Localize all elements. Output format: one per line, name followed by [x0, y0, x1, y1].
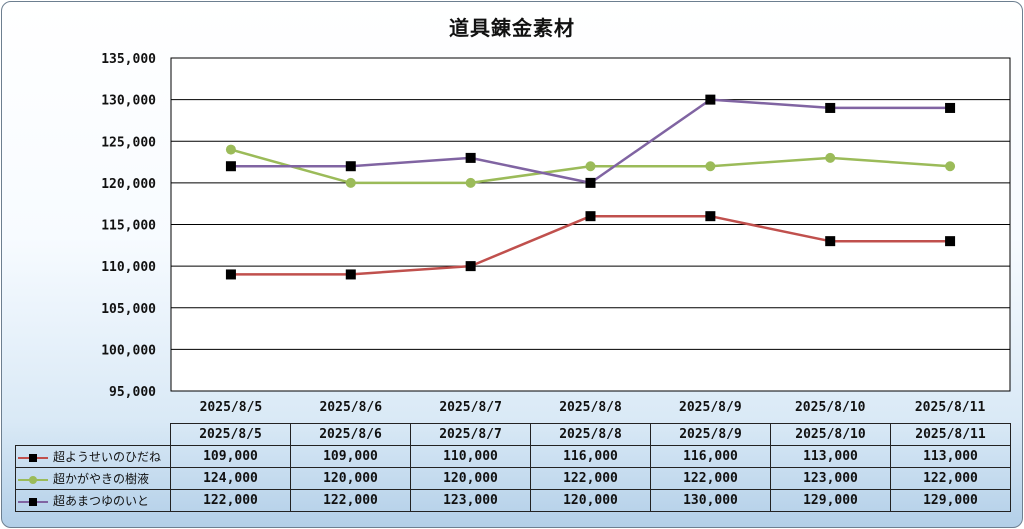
table-column-header: 2025/8/11 — [890, 423, 1011, 446]
y-tick-label: 95,000 — [109, 385, 156, 400]
table-cell: 113,000 — [770, 445, 891, 468]
table-row: 超あまつゆのいと 122,000 122,000 123,000 120,000 130,… — [15, 489, 1011, 512]
data-point — [945, 102, 956, 113]
data-point — [225, 144, 236, 155]
x-tick-label: 2025/8/6 — [319, 400, 382, 415]
table-cell: 130,000 — [650, 489, 771, 512]
data-point — [705, 161, 716, 172]
y-tick-label: 135,000 — [101, 52, 156, 67]
data-point — [585, 177, 596, 188]
data-point — [465, 177, 476, 188]
table-cell: 129,000 — [890, 489, 1011, 512]
x-tick-label: 2025/8/5 — [200, 400, 263, 415]
table-cell: 123,000 — [770, 467, 891, 490]
data-point — [825, 236, 836, 247]
y-tick-label: 120,000 — [101, 177, 156, 192]
table-cell: 113,000 — [890, 445, 1011, 468]
data-point — [705, 211, 716, 222]
table-cell: 109,000 — [290, 445, 411, 468]
data-point — [465, 152, 476, 163]
table-column-header: 2025/8/6 — [290, 423, 411, 446]
table-cell: 122,000 — [170, 489, 291, 512]
series-name: 超あまつゆのいと — [53, 494, 150, 508]
table-column-header: 2025/8/9 — [650, 423, 771, 446]
y-tick-label: 115,000 — [101, 219, 156, 234]
table-cell: 116,000 — [530, 445, 651, 468]
data-point — [345, 269, 356, 280]
table-header-row: 2025/8/5 2025/8/6 2025/8/7 2025/8/8 2025/8/9… — [15, 423, 1011, 446]
line-chart: 95,000 100,000 105,000 110,000 115,000 120,00… — [101, 52, 1011, 415]
table-column-header: 2025/8/7 — [410, 423, 531, 446]
legend-key-icon — [16, 497, 50, 507]
table-row: 超ようせいのひだね 109,000 109,000 110,000 116,000 116… — [15, 445, 1011, 468]
data-point — [345, 161, 356, 172]
x-tick-label: 2025/8/9 — [679, 400, 742, 415]
data-point — [585, 161, 596, 172]
series-name: 超ようせいのひだね — [53, 450, 162, 464]
data-table: 2025/8/5 2025/8/6 2025/8/7 2025/8/8 2025/8/9… — [15, 423, 1011, 512]
y-tick-label: 100,000 — [101, 343, 156, 358]
table-cell: 129,000 — [770, 489, 891, 512]
table-cell: 122,000 — [650, 467, 771, 490]
table-column-header: 2025/8/8 — [530, 423, 651, 446]
data-point — [465, 261, 476, 272]
series-legend-cell: 超あまつゆのいと — [15, 489, 171, 512]
y-tick-label: 130,000 — [101, 94, 156, 109]
table-cell: 122,000 — [290, 489, 411, 512]
data-point — [225, 269, 236, 280]
table-cell: 123,000 — [410, 489, 531, 512]
table-cell: 120,000 — [410, 467, 531, 490]
table-cell: 122,000 — [890, 467, 1011, 490]
table-cell: 120,000 — [530, 489, 651, 512]
x-tick-label: 2025/8/11 — [915, 400, 986, 415]
data-point — [945, 161, 956, 172]
legend-key-icon — [16, 453, 50, 463]
table-column-header: 2025/8/5 — [170, 423, 291, 446]
x-tick-label: 2025/8/7 — [439, 400, 502, 415]
x-tick-label: 2025/8/8 — [559, 400, 622, 415]
y-tick-label: 125,000 — [101, 135, 156, 150]
legend-key-icon — [16, 475, 50, 485]
data-point — [825, 102, 836, 113]
y-tick-label: 110,000 — [101, 260, 156, 275]
chart-title: 道具錬金素材 — [449, 16, 575, 40]
table-cell: 109,000 — [170, 445, 291, 468]
table-cell: 124,000 — [170, 467, 291, 490]
data-point — [705, 94, 716, 105]
series-legend-cell: 超かがやきの樹液 — [15, 467, 171, 490]
table-cell: 122,000 — [530, 467, 651, 490]
table-column-header: 2025/8/10 — [770, 423, 891, 446]
data-point — [225, 161, 236, 172]
table-row: 超かがやきの樹液 124,000 120,000 120,000 122,000 122,… — [15, 467, 1011, 490]
table-corner — [15, 423, 171, 446]
y-tick-label: 105,000 — [101, 302, 156, 317]
data-point — [825, 152, 836, 163]
table-cell: 120,000 — [290, 467, 411, 490]
series-legend-cell: 超ようせいのひだね — [15, 445, 171, 468]
data-point — [345, 177, 356, 188]
table-cell: 116,000 — [650, 445, 771, 468]
table-cell: 110,000 — [410, 445, 531, 468]
x-tick-label: 2025/8/10 — [795, 400, 866, 415]
data-point — [585, 211, 596, 222]
series-name: 超かがやきの樹液 — [53, 472, 150, 486]
data-point — [945, 236, 956, 247]
